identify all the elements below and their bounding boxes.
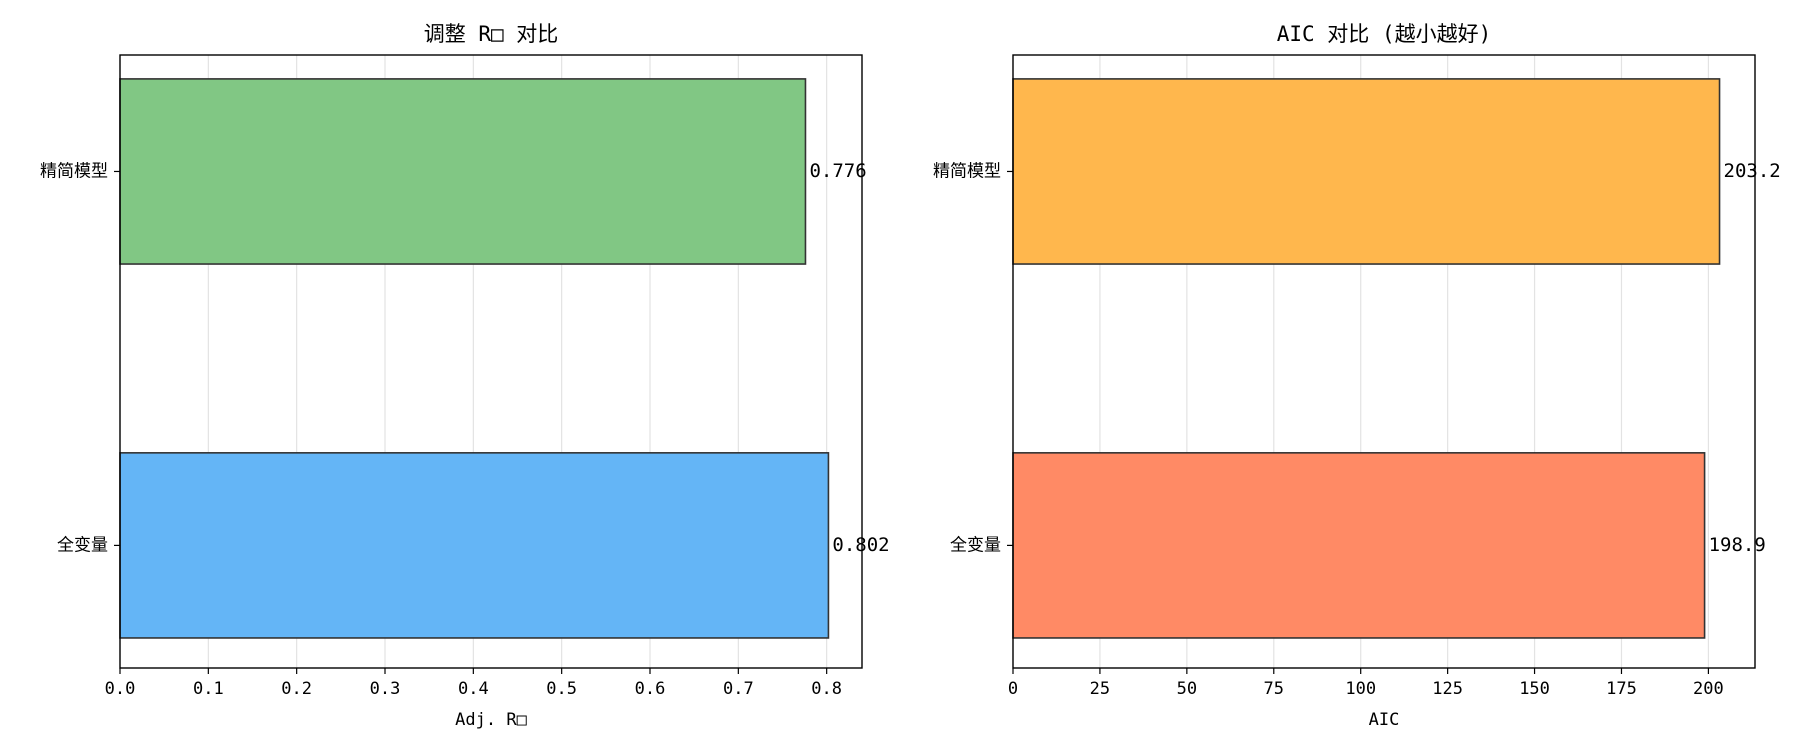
value-label: 0.802 xyxy=(832,534,889,556)
chart-title: AIC 对比 (越小越好) xyxy=(1277,22,1492,46)
x-tick-label: 0.5 xyxy=(546,679,577,699)
x-tick-label: 200 xyxy=(1693,679,1724,699)
chart-title: 调整 R□ 对比 xyxy=(424,22,559,46)
x-tick-label: 125 xyxy=(1432,679,1463,699)
x-tick-label: 150 xyxy=(1519,679,1550,699)
plot-frame xyxy=(1012,54,1756,669)
bar-full-model xyxy=(119,452,830,639)
bar-reduced-model xyxy=(1012,78,1721,265)
x-tick-label: 0.3 xyxy=(370,679,401,699)
x-axis-label: Adj. R□ xyxy=(455,710,527,730)
x-tick-label: 100 xyxy=(1345,679,1376,699)
x-tick-label: 0.0 xyxy=(105,679,136,699)
x-axis-label: AIC xyxy=(1369,710,1400,730)
x-tick-label: 0.6 xyxy=(635,679,666,699)
y-tick-label: 全变量 xyxy=(950,535,1001,555)
bar-full-model xyxy=(1012,452,1706,639)
x-tick-label: 75 xyxy=(1264,679,1284,699)
x-tick-label: 0.4 xyxy=(458,679,489,699)
y-tick-label: 精简模型 xyxy=(40,161,108,181)
value-label: 203.2 xyxy=(1724,160,1781,182)
y-tick-label: 精简模型 xyxy=(933,161,1001,181)
x-tick-label: 0.8 xyxy=(811,679,842,699)
aic-chart: 198.9 全变量 203.2 精简模型 0 25 50 75 100 125 150 175 200 A… xyxy=(933,22,1781,730)
x-tick-label: 175 xyxy=(1606,679,1637,699)
x-tick-label: 0 xyxy=(1008,679,1018,699)
plot-frame xyxy=(119,54,863,669)
value-label: 0.776 xyxy=(809,160,866,182)
x-tick-label: 0.1 xyxy=(193,679,224,699)
adj-r2-chart: 0.802 全变量 0.776 精简模型 0.0 0.1 0.2 0.3 0.4 0.5 0.6 0.… xyxy=(40,22,890,730)
x-tick-label: 25 xyxy=(1090,679,1110,699)
value-label: 198.9 xyxy=(1709,534,1766,556)
y-tick-label: 全变量 xyxy=(57,535,108,555)
x-tick-label: 0.2 xyxy=(281,679,312,699)
x-tick-label: 0.7 xyxy=(723,679,754,699)
bar-reduced-model xyxy=(119,78,807,265)
x-tick-label: 50 xyxy=(1177,679,1197,699)
